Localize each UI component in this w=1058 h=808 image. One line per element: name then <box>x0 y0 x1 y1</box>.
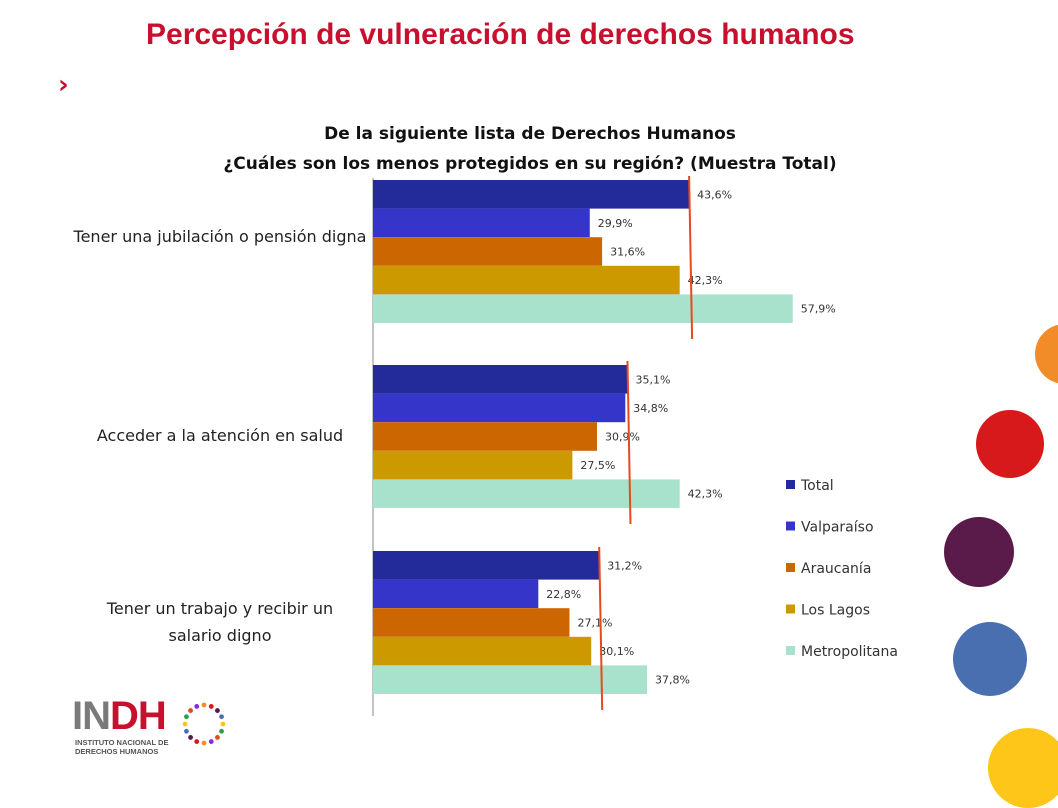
decorative-circle-red <box>976 410 1044 478</box>
decorative-circle-orange <box>1035 324 1058 384</box>
total-reference-line <box>688 175 694 340</box>
bar-valparaso-0 <box>373 208 590 238</box>
data-label: 42,3% <box>688 274 723 287</box>
legend-label: Total <box>800 478 834 494</box>
legend-swatch <box>786 646 795 655</box>
logo-subtitle: INSTITUTO NACIONAL DE DERECHOS HUMANOS <box>75 738 169 756</box>
data-label: 31,2% <box>607 559 642 572</box>
decorative-circle-purple <box>944 517 1014 587</box>
data-label: 37,8% <box>655 674 690 687</box>
data-label: 57,9% <box>801 303 836 316</box>
legend-swatch <box>786 521 795 531</box>
bar-araucana-2 <box>373 608 570 637</box>
bar-araucana-0 <box>373 237 603 266</box>
data-label: 27,5% <box>580 459 615 472</box>
category-label-work: Tener un trabajo y recibir un salario di… <box>106 599 334 645</box>
indh-logo: INDH INSTITUTO NACIONAL DE DERECHOS HUMA… <box>72 694 242 758</box>
data-label: 43,6% <box>697 188 732 201</box>
page-title: Percepción de vulneración de derechos hu… <box>146 18 855 51</box>
data-label: 35,1% <box>635 373 670 386</box>
legend-label: Valparaíso <box>801 520 874 536</box>
bar-total-1 <box>373 365 628 394</box>
data-label: 22,8% <box>546 588 581 601</box>
decorative-circle-yellow <box>988 728 1058 808</box>
bar-metropolitana-2 <box>373 665 648 694</box>
data-label: 30,9% <box>605 431 640 444</box>
data-label: 42,3% <box>688 488 723 501</box>
legend-label: Araucanía <box>801 561 871 577</box>
chevron-right-icon: › <box>58 70 69 100</box>
legend-label: Metropolitana <box>801 644 898 660</box>
bar-valparaso-1 <box>373 393 626 423</box>
data-label: 29,9% <box>598 217 633 230</box>
total-reference-line <box>626 360 632 525</box>
data-label: 27,1% <box>577 617 612 630</box>
bar-metropolitana-1 <box>373 479 680 508</box>
chart-title-line1: De la siguiente lista de Derechos Humano… <box>324 124 736 144</box>
legend-swatch <box>786 604 795 614</box>
legend-swatch <box>786 480 795 489</box>
bar-total-0 <box>373 180 690 209</box>
logo-letters: INDH <box>72 694 167 738</box>
logo-dot-ring-icon <box>182 702 226 746</box>
category-label-pension: Tener una jubilación o pensión digna <box>73 227 367 246</box>
bar-valparaso-2 <box>373 579 539 609</box>
data-label: 31,6% <box>610 246 645 259</box>
category-label-health: Acceder a la atención en salud <box>96 426 344 445</box>
bar-total-2 <box>373 551 600 580</box>
bar-loslagos-2 <box>373 636 592 666</box>
legend-swatch <box>786 563 795 572</box>
bar-araucana-1 <box>373 422 598 451</box>
bar-loslagos-1 <box>373 450 573 480</box>
bar-loslagos-0 <box>373 265 680 295</box>
legend-label: Los Lagos <box>801 603 870 619</box>
data-label: 30,1% <box>599 645 634 658</box>
chart-title-line2: ¿Cuáles son los menos protegidos en su r… <box>223 154 837 174</box>
decorative-circle-blue <box>953 622 1027 696</box>
bar-metropolitana-0 <box>373 294 793 323</box>
data-label: 34,8% <box>633 402 668 415</box>
total-reference-line <box>598 546 604 711</box>
